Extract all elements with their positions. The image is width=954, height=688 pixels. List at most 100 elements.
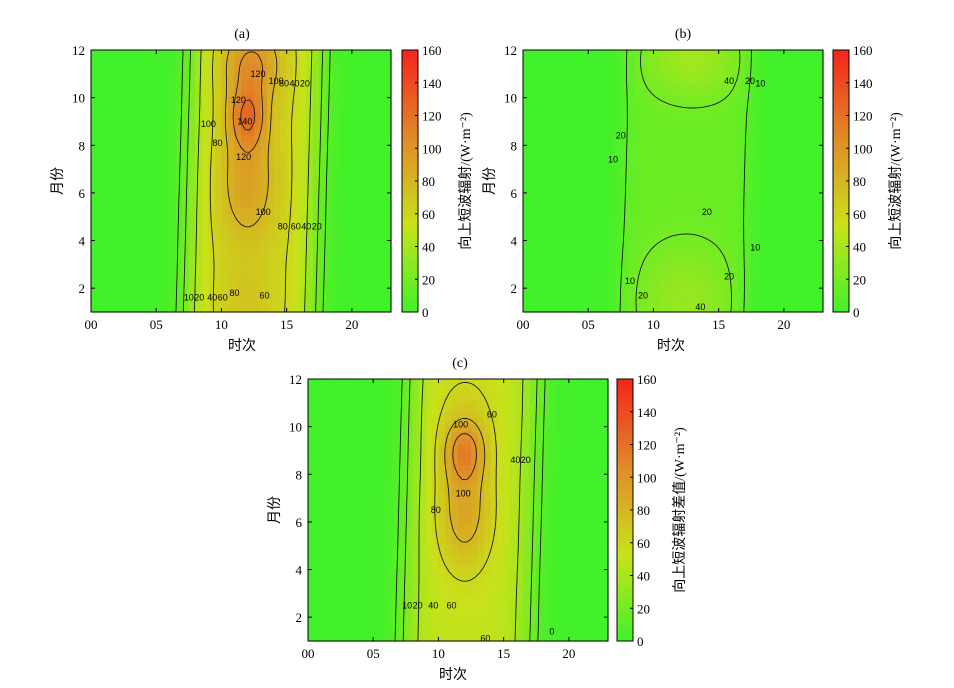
contour-label: 40: [695, 302, 705, 312]
heatmap-cell: [607, 102, 615, 110]
heatmap-cell: [418, 621, 426, 629]
heatmap-cell: [686, 266, 694, 274]
heatmap-cell: [438, 451, 446, 459]
heatmap-cell: [175, 148, 183, 156]
heatmap-cell: [360, 490, 368, 498]
heatmap-cell: [712, 50, 720, 58]
heatmap-cell: [594, 233, 602, 241]
heatmap-cell: [143, 63, 151, 71]
heatmap-cell: [601, 285, 609, 293]
y-axis-label: 月份: [482, 167, 498, 195]
heatmap-cell: [286, 69, 294, 77]
colorbar-swatch: [833, 176, 849, 182]
heatmap-cell: [744, 298, 752, 307]
colorbar-swatch: [402, 124, 418, 130]
heatmap-cell: [123, 181, 131, 189]
heatmap-cell: [568, 305, 576, 313]
heatmap-cell: [405, 510, 413, 518]
heatmap-cell: [640, 194, 648, 202]
heatmap-cell: [464, 451, 472, 459]
heatmap-cell: [371, 246, 379, 254]
heatmap-cell: [549, 226, 557, 234]
heatmap-cell: [373, 470, 381, 478]
heatmap-cell: [738, 200, 746, 208]
colorbar-swatch: [833, 98, 849, 103]
heatmap-cell: [738, 148, 746, 156]
colorbar-swatch: [833, 102, 849, 108]
heatmap-cell: [234, 226, 242, 234]
heatmap-cell: [97, 50, 105, 58]
heatmap-cell: [214, 194, 223, 202]
heatmap-cell: [188, 233, 196, 241]
heatmap-cell: [386, 444, 394, 452]
heatmap-cell: [712, 181, 720, 189]
heatmap-cell: [104, 102, 112, 110]
heatmap-cell: [575, 200, 583, 208]
heatmap-cell: [360, 444, 368, 452]
heatmap-cell: [358, 56, 366, 64]
heatmap-cell: [744, 181, 752, 189]
heatmap-cell: [405, 562, 413, 570]
heatmap-cell: [353, 523, 361, 531]
heatmap-cell: [182, 167, 190, 176]
heatmap-cell: [738, 154, 746, 162]
heatmap-cell: [640, 76, 648, 84]
heatmap-cell: [340, 575, 348, 583]
heatmap-cell: [351, 272, 359, 280]
heatmap-cell: [162, 69, 170, 77]
heatmap-cell: [377, 266, 386, 274]
heatmap-cell: [386, 542, 394, 550]
heatmap-cell: [627, 200, 635, 208]
heatmap-cell: [692, 174, 700, 182]
heatmap-cell: [169, 128, 177, 136]
heatmap-cell: [731, 239, 739, 248]
heatmap-cell: [627, 292, 635, 300]
heatmap-cell: [549, 122, 557, 130]
heatmap-cell: [399, 470, 407, 478]
heatmap-cell: [91, 220, 99, 228]
heatmap-cell: [790, 63, 798, 71]
heatmap-cell: [156, 161, 164, 169]
heatmap-cell: [549, 69, 557, 77]
heatmap-cell: [451, 595, 459, 603]
heatmap-cell: [790, 161, 798, 169]
heatmap-cell: [123, 141, 131, 149]
heatmap-cell: [738, 246, 746, 254]
heatmap-cell: [725, 122, 733, 130]
heatmap-cell: [471, 568, 479, 577]
heatmap-cell: [816, 207, 824, 215]
heatmap-cell: [195, 200, 203, 208]
heatmap-cell: [783, 141, 791, 149]
heatmap-cell: [91, 187, 99, 195]
heatmap-cell: [104, 233, 112, 241]
heatmap-cell: [371, 161, 379, 169]
heatmap-cell: [364, 200, 373, 208]
heatmap-cell: [738, 298, 746, 307]
heatmap-cell: [208, 108, 216, 117]
heatmap-cell: [412, 444, 420, 452]
heatmap-cell: [371, 154, 379, 162]
heatmap-cell: [666, 207, 674, 215]
heatmap-cell: [523, 200, 531, 208]
heatmap-cell: [686, 122, 694, 130]
heatmap-cell: [725, 305, 733, 313]
heatmap-cell: [803, 233, 811, 241]
heatmap-cell: [347, 457, 355, 465]
heatmap-cell: [607, 167, 615, 176]
heatmap-cell: [549, 279, 557, 287]
heatmap-cell: [169, 220, 177, 228]
heatmap-cell: [471, 437, 479, 446]
heatmap-cell: [334, 582, 342, 590]
heatmap-cell: [327, 601, 335, 609]
heatmap-cell: [366, 516, 374, 524]
heatmap-cell: [757, 213, 765, 221]
heatmap-cell: [536, 115, 544, 123]
heatmap-cell: [347, 575, 355, 583]
heatmap-cell: [214, 246, 223, 254]
heatmap-cell: [627, 148, 635, 156]
heatmap-cell: [201, 69, 209, 77]
heatmap-cell: [444, 451, 453, 459]
heatmap-cell: [536, 50, 544, 58]
heatmap-cell: [536, 194, 544, 202]
heatmap-cell: [175, 69, 183, 77]
